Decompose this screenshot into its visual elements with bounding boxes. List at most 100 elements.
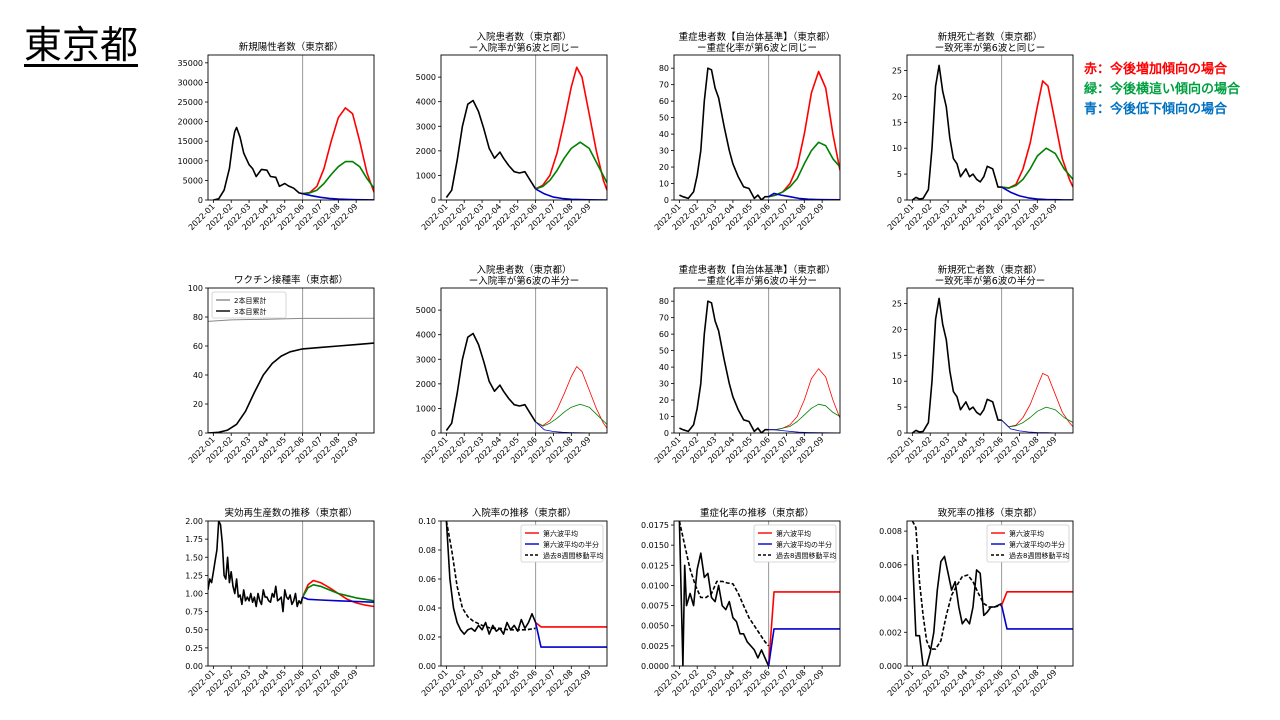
chart-title: 実効再生産数の推移（東京都） [224,507,357,519]
y-tick-label: 20000 [178,118,203,127]
chart-subtitle: ー致死率が第6波の半分ー [935,275,1046,287]
y-tick-label: 20 [193,400,203,409]
y-tick-label: 60 [659,97,669,106]
y-tick-label: 0.04 [418,604,436,613]
y-tick-label: 1.75 [185,535,203,544]
plot-frame [673,520,841,667]
plot-frame [207,287,375,434]
y-tick-label: 15 [892,118,902,127]
chart-subtitle: ー致死率が第6波と同じー [935,42,1046,54]
y-tick-label: 0 [431,196,436,205]
y-tick-label: 0 [664,196,669,205]
y-tick-label: 1000 [416,404,436,413]
chart-hosp2: 入院患者数（東京都）ー入院率が第6波の半分ー 0 1000 2000 3000 4000 5… [416,264,608,465]
legend-label: 第六波平均 [543,529,578,538]
series-line-green [535,141,607,190]
legend-label: 第六波平均の半分 [1009,540,1065,549]
y-tick-label: 0.75 [185,608,203,617]
y-tick-label: 0.0025 [641,642,669,651]
chart-severe1: 重症患者数【自治体基準】（東京都）ー重症化率が第6波と同じー 0 10 20 30 40 5… [653,31,841,232]
series-line-green [302,160,374,195]
y-tick-label: 100 [188,284,203,293]
y-tick-label: 25 [892,67,902,76]
y-tick-label: 0.50 [185,626,203,635]
y-tick-label: 40 [659,130,669,139]
series-line-black [911,297,1002,433]
y-tick-label: 80 [659,297,669,306]
y-tick-label: 1.25 [185,571,203,580]
y-tick-label: 1.50 [185,553,203,562]
y-tick-label: 30 [659,380,669,389]
chart-subtitle: ー重症化率が第6波と同じー [697,42,817,54]
chart-death_rate: 致死率の推移（東京都）0.0000.0020.0040.0060.0082022… [879,507,1074,698]
chart-title: ワクチン接種率（東京都） [234,274,348,286]
y-tick-label: 1.00 [185,590,203,599]
series-line-red [768,368,840,431]
series-line-green [1001,147,1073,189]
chart-title: 新規死亡者数（東京都） [938,264,1043,276]
series-line-red [1000,590,1073,606]
y-tick-label: 0 [664,429,669,438]
y-tick-label: 3000 [416,355,436,364]
series-line-black [445,521,537,635]
chart-title: 入院患者数（東京都） [476,264,571,276]
chart-hosp_rate: 入院率の推移（東京都）0.000.020.040.060.080.102022-… [418,507,608,698]
y-tick-label: 0 [198,429,203,438]
chart-severe2: 重症患者数【自治体基準】（東京都）ー重症化率が第6波の半分ー 0 10 20 30 40 5… [653,264,841,465]
y-tick-label: 5 [897,170,902,179]
y-tick-label: 60 [193,342,203,351]
y-tick-label: 0.10 [418,517,436,526]
series-line-black [911,554,1002,666]
plot-frame [906,287,1074,434]
series-line-red [535,66,607,191]
chart-hosp1: 入院患者数（東京都）ー入院率が第6波と同じー 0 1000 2000 3000 4000 5… [416,31,608,232]
legend-label: 2本目累計 [234,296,266,305]
y-tick-label: 2000 [416,380,436,389]
page-title: 東京都 [24,23,139,67]
y-tick-label: 0.02 [418,633,436,642]
plot-frame [207,54,375,201]
series-line-black [445,332,537,431]
y-tick-label: 0.008 [879,527,902,536]
y-tick-label: 5000 [416,73,436,82]
y-tick-label: 25000 [178,98,203,107]
series-line-blue [767,628,840,666]
series-line-red [1001,80,1073,189]
series-line-black-dashed [678,521,770,647]
y-tick-label: 0.00 [185,662,203,671]
series-line-black-dashed [911,521,1002,650]
chart-deaths1: 新規死亡者数（東京都）ー致死率が第6波と同じー05101520252022-01… [886,31,1074,232]
y-tick-label: 0.0150 [641,541,669,550]
series-line-blue [1001,186,1073,200]
y-tick-label: 25 [892,300,902,309]
y-tick-label: 0.00 [418,662,436,671]
series-line-blue [535,188,607,200]
y-tick-label: 70 [659,81,669,90]
series-line-red [768,70,840,198]
y-tick-label: 0.0000 [641,662,669,671]
series-line-blue [1000,605,1073,630]
y-tick-label: 10 [659,413,669,422]
y-tick-label: 0.004 [879,595,902,604]
series-line-red [301,579,374,608]
series-line-blue [534,622,607,648]
legend-label: 第六波平均の半分 [543,540,599,549]
scenario-note-green: 緑：今後横這い傾向の場合 [1084,82,1241,97]
y-tick-label: 0.0100 [641,581,669,590]
y-tick-label: 0.06 [418,575,436,584]
legend-label: 第六波平均の半分 [776,540,832,549]
y-tick-label: 10 [892,377,902,386]
y-tick-label: 10000 [178,157,203,166]
series-line-green [768,403,840,431]
y-tick-label: 3000 [416,122,436,131]
chart-legend: 2本目累計 3本目累計 [211,291,287,319]
plot-frame [207,520,375,667]
y-tick-label: 20 [892,325,902,334]
y-tick-label: 20 [659,396,669,405]
series-line-black [679,67,769,200]
legend-label: 第六波平均 [1009,529,1044,538]
y-tick-label: 0.000 [879,662,902,671]
y-tick-label: 80 [193,313,203,322]
